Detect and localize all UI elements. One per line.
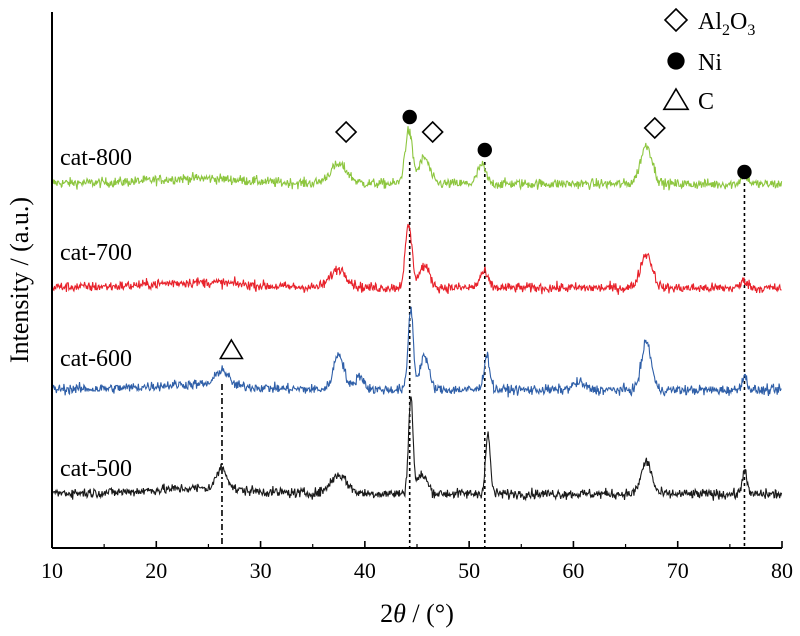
filled-circle-annotation-marker: [402, 109, 417, 125]
x-tick-label: 10: [41, 558, 63, 583]
filled-circle-annotation-marker: [477, 142, 492, 158]
diamond-legend-icon: [663, 7, 689, 33]
x-ticks: 10 20 30 40 50 60 70 80: [41, 541, 793, 583]
diamond-annotation-marker: [421, 120, 444, 144]
y-axis-title: Intensity / (a.u.): [5, 197, 34, 363]
x-tick-label: 70: [667, 558, 689, 583]
legend-label: Al2O3: [698, 9, 755, 39]
series-layer: cat-800 cat-700 cat-600 cat-500: [51, 126, 783, 502]
series-label: cat-500: [60, 456, 132, 482]
diamond-annotation-marker: [643, 116, 666, 140]
x-tick-label: 30: [250, 558, 272, 583]
triangle-annotation-marker: [218, 338, 244, 360]
filled-circle-legend-icon: [667, 52, 685, 70]
reference-lines: [221, 162, 746, 548]
legend-label: C: [698, 89, 714, 115]
x-tick-label: 20: [145, 558, 167, 583]
peak-annotations: [218, 109, 752, 360]
x-tick-label: 50: [458, 558, 480, 583]
x-axis-title: 2θ / (°): [380, 599, 454, 628]
x-tick-label: 80: [771, 558, 793, 583]
series-line-cat-500: [51, 396, 783, 502]
legend: Al2O3 Ni C: [662, 7, 755, 115]
series-line-cat-700: [51, 223, 782, 295]
series-label: cat-600: [60, 346, 132, 372]
legend-label: Ni: [698, 50, 722, 76]
series-label: cat-700: [60, 240, 132, 266]
filled-circle-annotation-marker: [737, 164, 752, 180]
diamond-annotation-marker: [334, 120, 358, 144]
x-tick-label: 60: [562, 558, 584, 583]
series-line-cat-800: [51, 126, 783, 191]
series-label: cat-800: [60, 145, 132, 171]
axes: 10 20 30 40 50 60 70 80: [41, 12, 793, 583]
x-tick-label: 40: [354, 558, 376, 583]
series-line-cat-600: [51, 306, 782, 398]
triangle-legend-icon: [662, 87, 690, 111]
